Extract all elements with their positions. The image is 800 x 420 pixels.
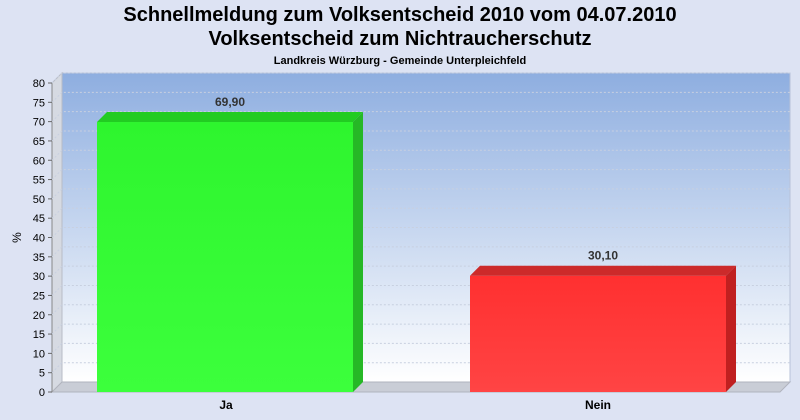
bar-front (97, 122, 353, 392)
gridline (51, 246, 790, 258)
data-label: 30,10 (588, 249, 618, 263)
gridline (51, 149, 790, 161)
x-tick-label: Nein (585, 398, 611, 412)
gridline (51, 304, 790, 316)
gridline (51, 188, 790, 200)
chart-subtitle: Volksentscheid zum Nichtraucherschutz (208, 28, 592, 50)
y-tick-label: 80 (33, 78, 45, 90)
chart-caption: Landkreis Würzburg - Gemeinde Unterpleic… (273, 55, 527, 67)
y-tick-label: 75 (33, 97, 45, 109)
y-tick-label: 50 (33, 194, 45, 206)
gridline (51, 342, 790, 354)
plot-side-wall (51, 71, 63, 394)
gridline (51, 207, 790, 219)
gridline (51, 72, 790, 84)
gridline (51, 169, 790, 180)
y-tick-label: 20 (33, 310, 45, 322)
y-tick-label: 10 (33, 348, 45, 360)
gridline (51, 362, 790, 374)
gridline (51, 91, 790, 103)
y-tick-label: 70 (33, 117, 45, 129)
bar-top (470, 265, 736, 276)
y-tick-label: 65 (33, 136, 45, 148)
gridline (51, 130, 790, 142)
y-tick-label: 15 (33, 329, 45, 341)
y-tick-label: 5 (39, 368, 45, 380)
gridline (51, 265, 790, 277)
y-tick-label: 45 (33, 213, 45, 225)
chart-title: Schnellmeldung zum Volksentscheid 2010 v… (123, 4, 677, 26)
gridline (51, 284, 790, 296)
gridline (51, 227, 790, 238)
gridline (51, 323, 790, 335)
y-tick-label: 60 (33, 155, 45, 167)
bar-side (353, 112, 363, 392)
y-tick-label: 40 (33, 233, 45, 245)
bar-front (470, 275, 726, 392)
data-label: 69,90 (215, 95, 245, 109)
bar-side (726, 265, 736, 392)
y-tick-label: 55 (33, 175, 45, 187)
y-tick-label: 30 (33, 271, 45, 283)
bar-nein (470, 265, 736, 392)
gridline (51, 111, 790, 122)
bar-ja (97, 112, 363, 392)
y-axis-label: % (10, 232, 24, 243)
y-tick-label: 0 (39, 387, 45, 399)
x-tick-label: Ja (219, 398, 233, 412)
y-tick-label: 35 (33, 252, 45, 264)
bar-top (97, 112, 363, 123)
y-tick-label: 25 (33, 290, 45, 302)
